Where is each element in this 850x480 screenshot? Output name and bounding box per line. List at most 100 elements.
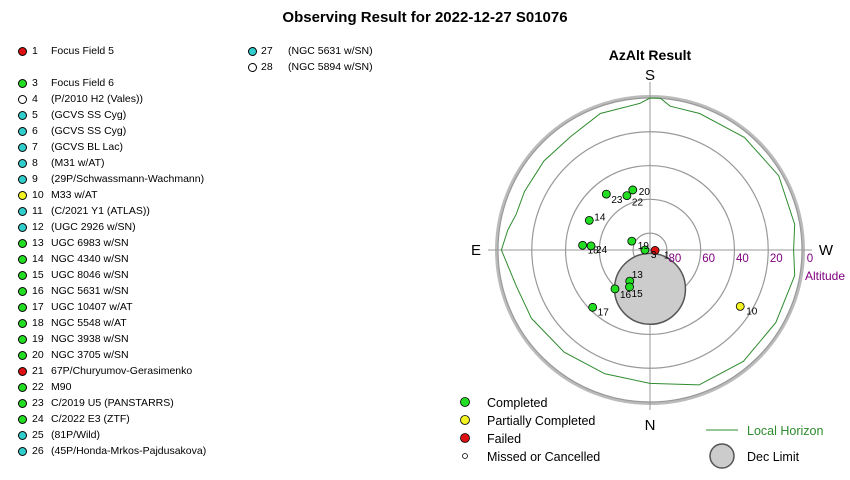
legend-label: Missed or Cancelled <box>487 450 600 464</box>
target-name: 67P/Churyumov-Gerasimenko <box>51 365 193 377</box>
legend-marker <box>462 453 468 459</box>
status-dot <box>248 47 257 56</box>
status-dot <box>18 207 27 216</box>
data-point <box>588 302 598 312</box>
altitude-tick-label: 60 <box>702 253 715 265</box>
data-point <box>610 284 620 294</box>
data-point-label: 3 <box>651 250 657 261</box>
legend-marker <box>460 415 470 425</box>
status-dot <box>248 63 257 72</box>
target-number: 27 <box>261 45 273 57</box>
status-dot <box>18 143 27 152</box>
data-point-label: 13 <box>632 270 644 281</box>
legend-marker <box>460 397 470 407</box>
data-point-label: 22 <box>632 198 644 209</box>
altitude-tick-label: 80 <box>668 253 681 265</box>
target-number: 21 <box>32 365 44 377</box>
data-point-label: 14 <box>594 212 606 223</box>
data-point <box>735 301 745 311</box>
data-point-label: 23 <box>611 195 623 206</box>
target-name: Focus Field 5 <box>51 45 115 57</box>
target-name: (P/2010 H2 (Vales)) <box>51 93 144 105</box>
target-number: 17 <box>32 301 44 313</box>
status-dot <box>18 159 27 168</box>
data-point <box>578 240 588 250</box>
data-point <box>628 185 638 195</box>
data-point <box>622 191 632 200</box>
status-dot <box>18 175 27 184</box>
target-name: C/2022 E3 (ZTF) <box>51 413 130 425</box>
target-number: 10 <box>32 189 44 201</box>
status-dot <box>18 383 27 392</box>
target-name: NGC 3938 w/SN <box>51 333 129 345</box>
status-dot <box>18 79 27 88</box>
status-dot <box>18 271 27 280</box>
target-number: 19 <box>32 333 44 345</box>
target-name: (45P/Honda-Mrkos-Pajdusakova) <box>51 445 207 457</box>
status-dot <box>18 367 27 376</box>
status-dot <box>18 399 27 408</box>
target-name: M33 w/AT <box>51 189 98 201</box>
status-dot <box>18 255 27 264</box>
data-point <box>625 282 634 292</box>
target-name: (29P/Schwassmann-Wachmann) <box>51 173 205 185</box>
target-number: 13 <box>32 237 44 249</box>
target-number: 3 <box>32 77 38 89</box>
target-name: (UGC 2926 w/SN) <box>51 221 136 233</box>
status-dot <box>18 47 27 56</box>
status-dot <box>18 111 27 120</box>
legend-marker <box>460 433 470 443</box>
target-name: NGC 4340 w/SN <box>51 253 129 265</box>
altitude-tick-label: 0 <box>807 253 813 265</box>
target-number: 1 <box>32 45 38 57</box>
status-dot <box>18 415 27 424</box>
target-name: C/2019 U5 (PANSTARRS) <box>51 397 174 409</box>
data-point <box>601 189 611 199</box>
target-name: (C/2021 Y1 (ATLAS)) <box>51 205 150 217</box>
legend-label: Partially Completed <box>487 414 595 428</box>
direction-south: S <box>645 67 655 84</box>
target-number: 16 <box>32 285 44 297</box>
page-title: Observing Result for 2022-12-27 S01076 <box>282 9 568 26</box>
data-point-label: 17 <box>598 307 610 318</box>
status-dot <box>18 351 27 360</box>
target-number: 22 <box>32 381 44 393</box>
status-dot <box>18 239 27 248</box>
legend-label: Completed <box>487 396 547 410</box>
legend-dec-limit-swatch <box>709 443 735 469</box>
target-number: 25 <box>32 429 44 441</box>
altitude-tick-label: 20 <box>770 253 783 265</box>
target-name: Focus Field 6 <box>51 77 115 89</box>
target-name: NGC 5548 w/AT <box>51 317 127 329</box>
altitude-tick-label: 40 <box>736 253 749 265</box>
data-point-label: 18 <box>588 245 600 256</box>
target-number: 4 <box>32 93 38 105</box>
target-name: NGC 5631 w/SN <box>51 285 129 297</box>
target-number: 6 <box>32 125 38 137</box>
status-dot <box>18 223 27 232</box>
legend-horizon-label: Local Horizon <box>747 424 823 438</box>
legend-label: Failed <box>487 432 521 446</box>
data-point <box>627 236 637 246</box>
status-dot <box>18 191 27 200</box>
target-name: (GCVS SS Cyg) <box>51 125 127 137</box>
status-dot <box>18 127 27 136</box>
target-number: 26 <box>32 445 44 457</box>
target-number: 11 <box>32 205 43 217</box>
target-number: 23 <box>32 397 44 409</box>
target-number: 15 <box>32 269 44 281</box>
target-name: (GCVS SS Cyg) <box>51 109 127 121</box>
status-dot <box>18 335 27 344</box>
status-dot <box>18 319 27 328</box>
target-name: (M31 w/AT) <box>51 157 105 169</box>
status-dot <box>18 287 27 296</box>
status-dot <box>18 303 27 312</box>
data-point-label: 15 <box>632 289 644 300</box>
data-point <box>650 246 660 255</box>
target-number: 5 <box>32 109 38 121</box>
target-number: 9 <box>32 173 38 185</box>
direction-west: W <box>819 242 834 259</box>
target-number: 24 <box>32 413 44 425</box>
target-number: 14 <box>32 253 44 265</box>
